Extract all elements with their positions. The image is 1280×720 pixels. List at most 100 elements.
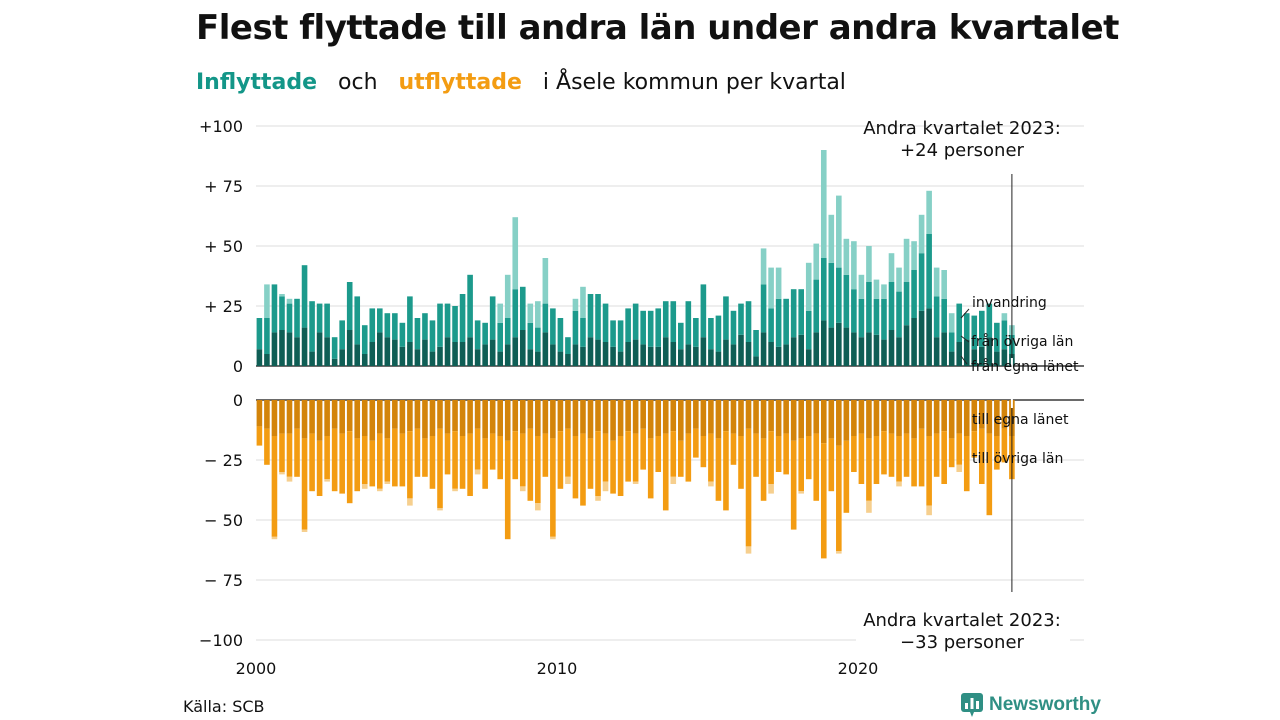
out-bar-segment [843,400,850,441]
in-bar-segment [851,241,857,290]
in-bar-segment [775,346,782,366]
out-bar-segment [264,428,270,465]
in-bar-segment [384,313,391,338]
out-bar-segment [956,400,963,434]
in-bar-segment [745,342,752,366]
in-bar-segment [489,339,496,366]
out-bar-segment [640,400,646,429]
out-bar-segment [587,400,594,439]
in-bar-segment [888,253,895,282]
out-bar-segment [866,500,872,513]
in-bar-segment [963,339,970,366]
in-bar-segment [798,289,804,335]
in-bar-segment [550,308,556,345]
in-bar-segment [881,298,887,340]
in-bar-segment [301,327,308,366]
legend-leader-line [960,335,970,343]
in-bar-segment [768,308,774,342]
out-bar-segment [602,481,609,492]
in-bar-segment [911,241,917,270]
in-bar-segment [670,301,677,342]
out-bar-segment [881,400,887,432]
in-bar-segment [918,214,925,254]
in-bar-segment [587,294,594,338]
in-bar-segment [723,296,729,340]
out-bar-segment [527,400,534,429]
in-bar-segment [361,354,368,366]
in-bar-segment [783,344,789,366]
in-bar-segment [535,327,541,352]
out-bar-segment [963,400,970,436]
out-bar-segment [489,400,496,434]
in-bar-segment [700,337,707,366]
out-y-tick-label: 0 [233,391,243,410]
out-bar-segment [331,400,338,429]
in-bar-segment [339,320,345,350]
in-bar-segment [617,351,624,366]
in-bar-segment [264,354,270,366]
out-bar-segment [783,433,789,475]
out-bar-segment [542,400,549,434]
out-bar-segment [918,400,925,429]
out-bar-segment [926,400,932,436]
in-bar-segment [354,344,361,366]
in-bar-segment [557,351,564,366]
in-bar-segment [429,351,436,366]
in-bar-segment [414,349,421,366]
in-bar-segment [745,301,752,342]
in-bar-segment [948,332,955,352]
out-bar-segment [678,440,684,477]
out-bar-segment [851,400,857,436]
out-bar-segment [625,431,631,482]
in-bar-segment [414,318,421,350]
out-bar-segment [497,400,503,436]
out-bar-segment [753,433,759,477]
out-bar-segment [550,536,556,540]
in-bar-segment [535,301,541,328]
out-bar-segment [392,400,398,429]
in-bar-segment [294,337,300,366]
in-bar-segment [693,318,699,347]
out-bar-segment [459,400,466,436]
out-bar-segment [941,400,947,432]
out-bar-segment [399,400,406,434]
out-bar-segment [775,400,782,436]
out-bar-segment [286,433,293,477]
in-bar-segment [768,342,774,366]
out-bar-segment [858,433,865,484]
in-bar-segment [422,313,428,340]
in-bar-segment [369,308,376,342]
top-annotation-line1: Andra kvartalet 2023: [863,118,1061,139]
in-bar-segment [678,322,684,350]
in-bar-segment [790,337,797,366]
in-bar-segment [527,322,534,350]
out-bar-segment [610,440,616,494]
in-bar-segment [933,337,940,366]
in-bar-segment [753,356,759,366]
out-bar-segment [956,464,963,472]
out-bar-segment [384,400,391,439]
in-bar-segment [377,332,383,366]
in-y-tick-label: + 75 [204,177,243,196]
out-y-tick-label: − 75 [204,571,243,590]
brand-logo[interactable]: Newsworthy [961,693,1101,717]
out-bar-segment [361,400,368,436]
out-bar-segment [617,400,624,436]
out-bar-segment [331,428,338,492]
in-bar-segment [301,265,308,328]
out-bar-segment [896,400,902,436]
in-bar-segment [715,315,722,352]
out-bar-segment [482,400,488,439]
in-bar-segment [279,330,285,366]
out-bar-segment [377,488,383,492]
in-bar-segment [986,337,993,366]
in-bar-segment [723,339,729,366]
out-bar-segment [708,400,714,434]
out-bar-segment [971,431,978,458]
in-bar-segment [459,342,466,366]
in-bar-segment [881,284,887,299]
in-bar-segment [873,298,880,335]
out-bar-segment [678,400,684,441]
in-bar-segment [316,332,323,366]
